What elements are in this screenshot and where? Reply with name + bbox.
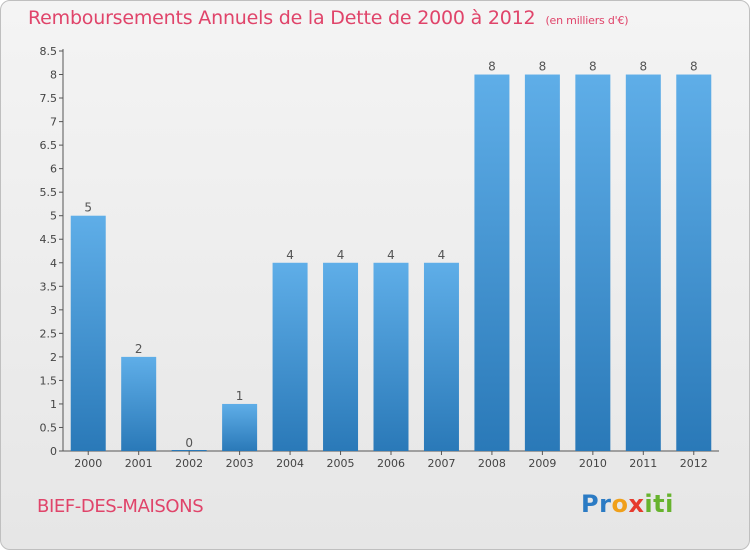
- bar: [272, 262, 308, 451]
- x-tick-label: 2012: [680, 457, 708, 470]
- chart-unit: (en milliers d'€): [545, 14, 629, 27]
- x-tick-label: 2000: [74, 457, 102, 470]
- bar-value-label: 4: [387, 248, 395, 262]
- x-tick-label: 2010: [579, 457, 607, 470]
- bar-value-label: 4: [337, 248, 345, 262]
- town-name: BIEF-DES-MAISONS: [37, 496, 204, 517]
- y-tick-label: 4: [50, 257, 57, 270]
- y-tick-label: 0.5: [40, 421, 58, 434]
- y-tick-label: 2.5: [40, 327, 58, 340]
- bar: [222, 403, 258, 451]
- bar: [70, 215, 106, 451]
- bar-value-label: 2: [135, 342, 143, 356]
- y-tick-label: 7: [50, 116, 57, 129]
- y-tick-label: 0: [50, 445, 57, 458]
- y-tick-label: 3.5: [40, 280, 58, 293]
- y-tick-label: 6: [50, 163, 57, 176]
- bar: [676, 74, 712, 451]
- x-tick-label: 2008: [478, 457, 506, 470]
- bar-value-label: 8: [488, 60, 496, 74]
- bar: [373, 262, 409, 451]
- bar: [423, 262, 459, 451]
- bar: [625, 74, 661, 451]
- x-tick-label: 2002: [175, 457, 203, 470]
- y-tick-label: 3: [50, 304, 57, 317]
- bar-value-label: 0: [185, 436, 193, 450]
- bar-value-label: 5: [84, 201, 92, 215]
- chart-title-text: Remboursements Annuels de la Dette de 20…: [28, 7, 536, 29]
- x-tick-label: 2009: [528, 457, 556, 470]
- bar: [474, 74, 510, 451]
- y-tick-label: 6.5: [40, 139, 58, 152]
- bar: [323, 262, 359, 451]
- x-tick-label: 2005: [327, 457, 355, 470]
- x-tick-label: 2003: [226, 457, 254, 470]
- bar-value-label: 4: [438, 248, 446, 262]
- y-tick-label: 1.5: [40, 374, 58, 387]
- logo-letter: o: [611, 490, 629, 518]
- bar-value-label: 8: [589, 60, 597, 74]
- y-tick-label: 4.5: [40, 233, 58, 246]
- y-tick-label: 7.5: [40, 92, 58, 105]
- bar: [575, 74, 611, 451]
- x-tick-label: 2001: [125, 457, 153, 470]
- logo-letter: r: [599, 490, 612, 518]
- y-tick-label: 5.5: [40, 186, 58, 199]
- x-tick-label: 2007: [427, 457, 455, 470]
- bar: [524, 74, 560, 451]
- y-tick-label: 8.5: [40, 45, 58, 58]
- logo-letter: x: [628, 490, 645, 518]
- y-tick-label: 2: [50, 351, 57, 364]
- x-tick-label: 2004: [276, 457, 304, 470]
- y-tick-label: 5: [50, 210, 57, 223]
- bar-value-label: 4: [286, 248, 294, 262]
- y-tick-label: 8: [50, 69, 57, 82]
- logo-letter: i: [644, 490, 654, 518]
- bar-value-label: 8: [690, 60, 698, 74]
- bar-value-label: 1: [236, 389, 244, 403]
- x-tick-label: 2006: [377, 457, 405, 470]
- y-tick-label: 1: [50, 398, 57, 411]
- bar: [171, 450, 207, 451]
- chart-bars: 5 2 0 1 4 4 4 4 8 8 8 8 8: [70, 60, 712, 451]
- logo-letter: ti: [653, 490, 674, 518]
- bar: [121, 356, 157, 451]
- x-tick-label: 2011: [629, 457, 657, 470]
- proxiti-logo: Proxiti: [581, 490, 674, 518]
- logo-letter: P: [581, 490, 600, 518]
- bar-value-label: 8: [639, 60, 647, 74]
- bar-value-label: 8: [539, 60, 547, 74]
- chart-title: Remboursements Annuels de la Dette de 20…: [28, 7, 629, 29]
